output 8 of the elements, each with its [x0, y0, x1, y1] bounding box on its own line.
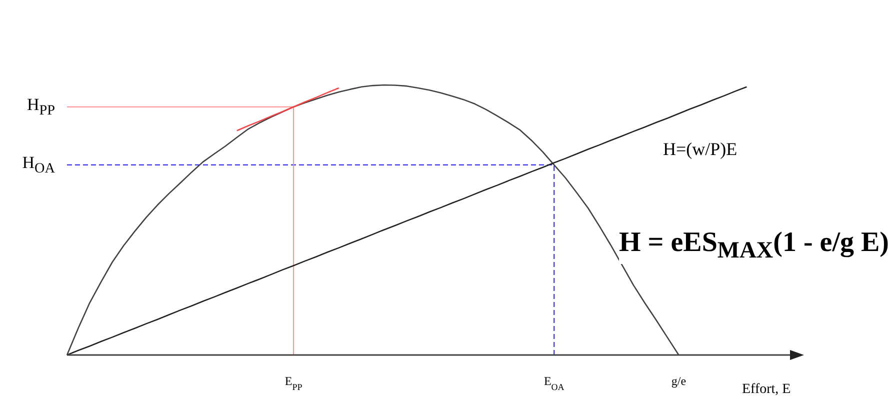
x-tick-label: E$_{OA}$: [544, 374, 565, 392]
annotation: H=(w/P)E: [663, 139, 738, 160]
x-axis-title: Effort, E: [742, 382, 791, 398]
ref-line-label: H$_{OA}$: [22, 152, 55, 178]
ref-line-label: H$_{PP}$: [26, 94, 55, 120]
x-tick-label: E$_{PP}$: [284, 374, 302, 392]
annotation: H = eES$_{MAX}$(1 - e/g E): [619, 227, 889, 264]
x-tick-label: g/e: [671, 374, 686, 388]
